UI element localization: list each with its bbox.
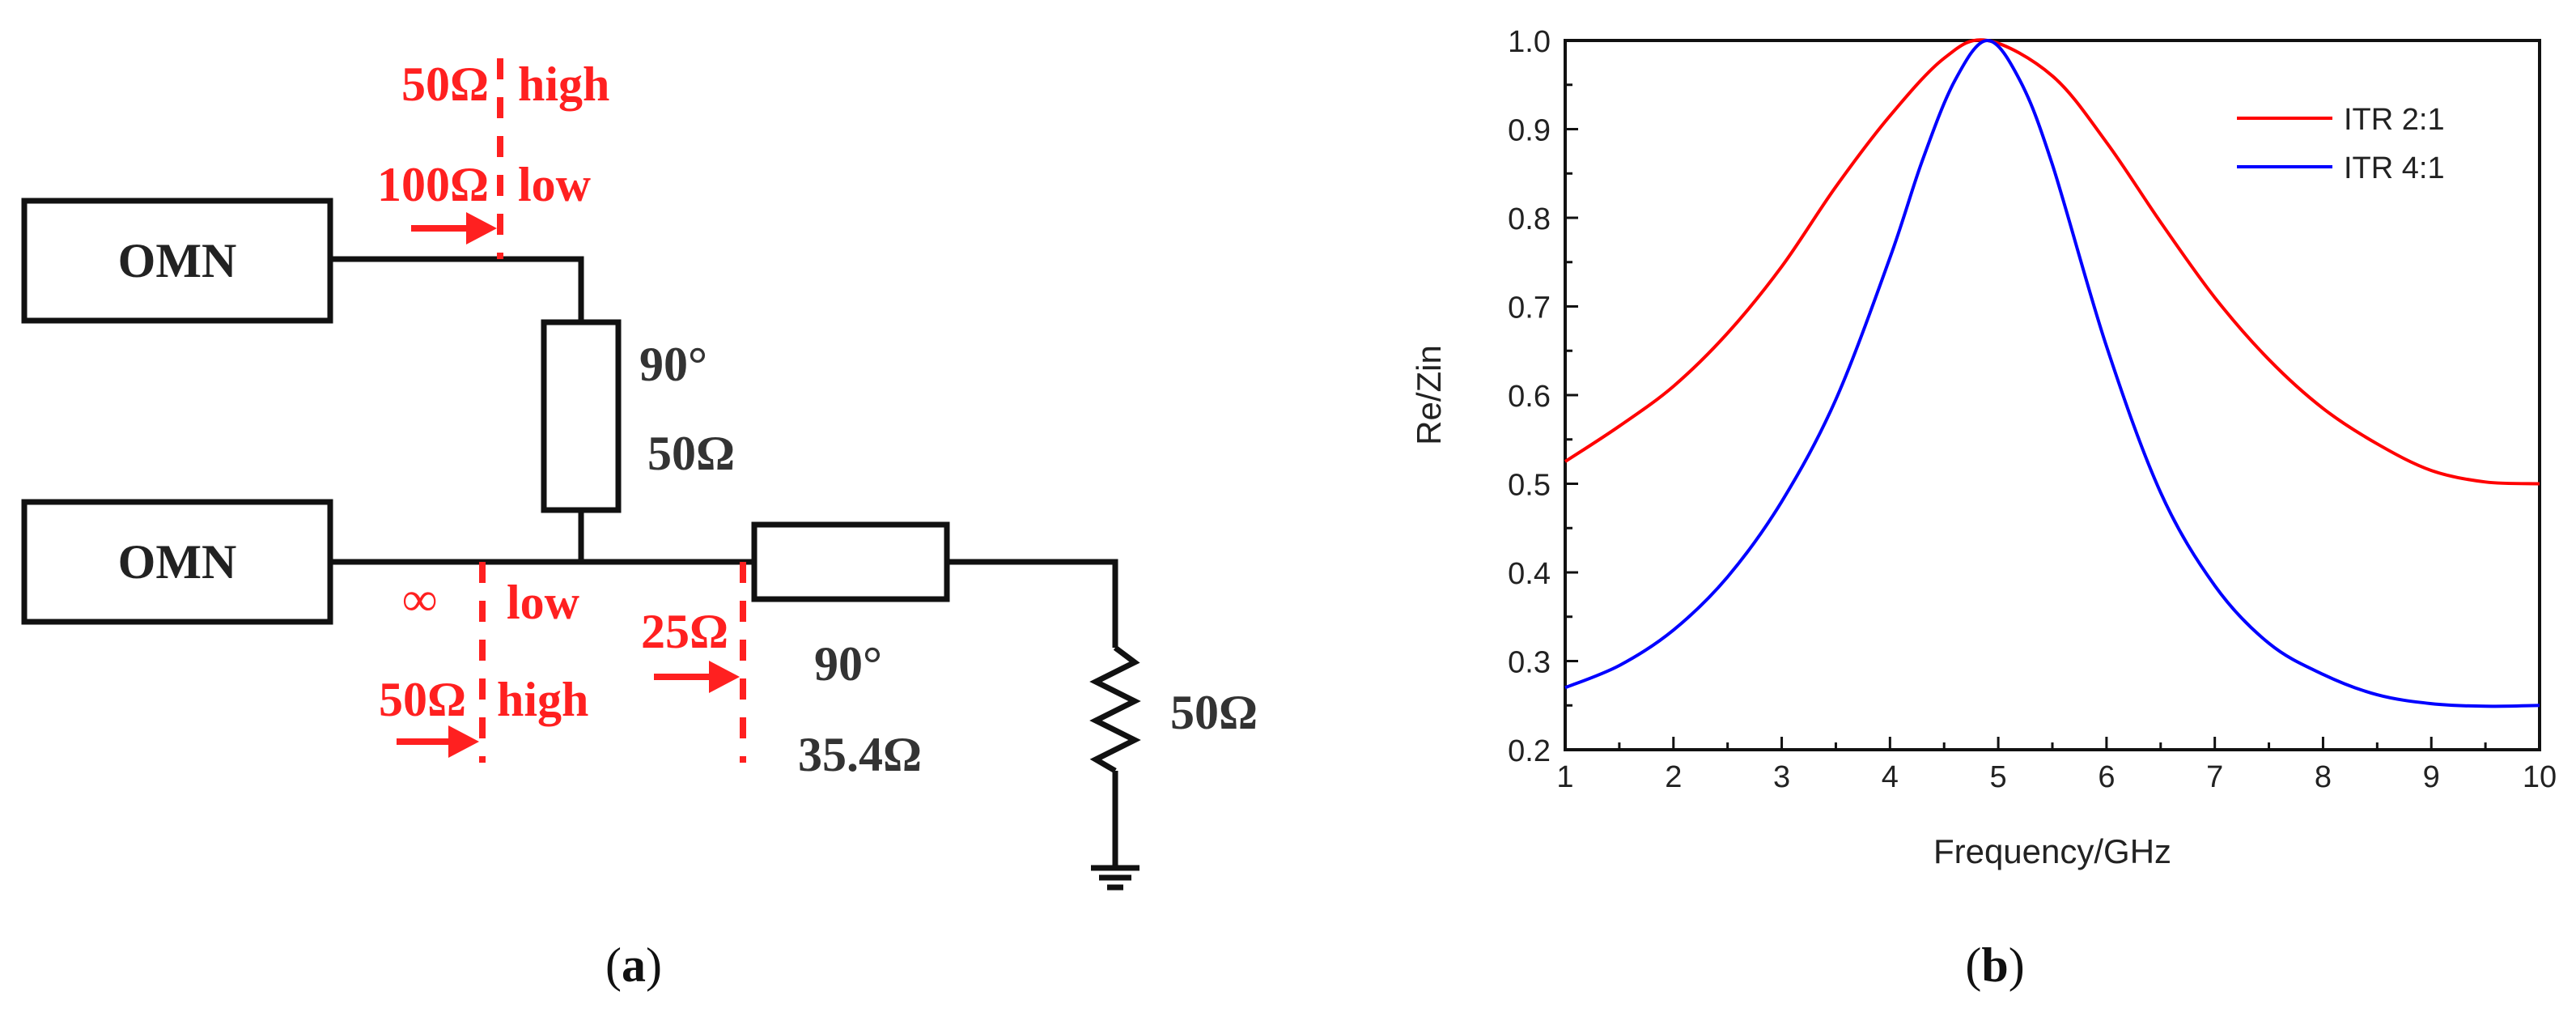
y-tick-label: 1.0 [1508,25,1551,59]
y-tick-label: 0.8 [1508,202,1551,236]
top-ref-z-low: 100Ω [377,158,489,211]
y-tick-label: 0.3 [1508,646,1551,680]
x-axis: 1 2 3 4 5 6 7 8 9 10 [1556,737,2557,794]
line2-angle: 90° [814,637,882,691]
x-tick-label: 8 [2315,760,2332,794]
omn-label-top: OMN [118,234,237,287]
y-axis: 0.2 0.3 0.4 0.5 0.6 0.7 0.8 0.9 1.0 [1508,25,1578,768]
omn-label-bottom: OMN [118,535,237,589]
y-tick-label: 0.7 [1508,291,1551,325]
top-ref-high: high [518,57,609,111]
y-tick-label: 0.9 [1508,114,1551,148]
bottom-ref-z-high: 50Ω [379,673,466,726]
arrow-bottom-left-head [448,725,479,758]
bottom-ref-z-low: ∞ [402,572,437,626]
x-tick-label: 4 [1882,760,1899,794]
impedance-arrows [397,212,740,758]
x-tick-label: 9 [2423,760,2440,794]
load-resistor [1089,645,1141,774]
series-line-itr41 [1564,38,2540,708]
x-tick-label: 3 [1773,760,1790,794]
wire-to-load [947,559,1118,648]
series-line-itr21 [1564,38,2540,486]
reference-planes [479,58,746,763]
top-ref-z-high: 50Ω [401,57,489,111]
y-tick-label: 0.6 [1508,380,1551,414]
load-impedance: 50Ω [1170,686,1258,739]
transmission-line-35ohm [751,521,950,602]
top-ref-low: low [518,158,592,211]
arrow-bottom-right-head [709,661,740,693]
line1-impedance: 50Ω [647,427,735,480]
bottom-ref-low: low [507,576,580,629]
series-layer [1564,38,2540,708]
bottom-ref-high: high [497,673,588,726]
x-tick-label: 10 [2523,760,2557,794]
line2-impedance: 35.4Ω [798,728,922,781]
legend: ITR 2:1 ITR 4:1 [2237,103,2445,185]
y-tick-label: 0.2 [1508,734,1551,768]
x-axis-label: Frequency/GHz [1933,832,2171,870]
subfigure-label-b: (b) [1965,938,2024,992]
x-tick-label: 7 [2206,760,2223,794]
legend-label-itr21: ITR 2:1 [2344,103,2445,137]
legend-label-itr41: ITR 4:1 [2344,151,2445,185]
circuit-diagram [21,198,1141,891]
transmission-line-50ohm [541,319,622,513]
line1-angle: 90° [639,338,707,391]
x-tick-label: 1 [1556,760,1573,794]
junction-impedance: 25Ω [641,605,728,658]
plot-frame [1564,39,2541,751]
wire-top [330,256,584,322]
subfigure-label-a: (a) [605,938,662,992]
y-tick-label: 0.4 [1508,557,1551,591]
chart: 1 2 3 4 5 6 7 8 9 10 0.20.30.40.50.60.70.80.91.0 … [1410,25,2557,870]
arrow-top-head [466,212,497,245]
x-tick-label: 2 [1665,760,1682,794]
x-tick-label: 6 [2098,760,2115,794]
x-tick-label: 5 [1990,760,2007,794]
y-axis-label: Re/Zin [1410,345,1448,445]
y-tick-label: 0.5 [1508,469,1551,503]
